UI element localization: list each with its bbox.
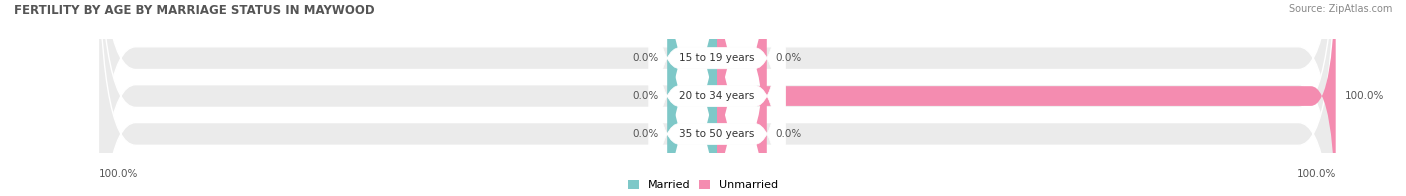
FancyBboxPatch shape	[668, 0, 717, 196]
FancyBboxPatch shape	[717, 0, 766, 196]
FancyBboxPatch shape	[650, 0, 785, 196]
Text: 0.0%: 0.0%	[633, 91, 658, 101]
FancyBboxPatch shape	[98, 0, 1336, 196]
FancyBboxPatch shape	[717, 0, 1336, 196]
Text: 35 to 50 years: 35 to 50 years	[679, 129, 755, 139]
FancyBboxPatch shape	[668, 0, 717, 196]
Text: Source: ZipAtlas.com: Source: ZipAtlas.com	[1288, 4, 1392, 14]
Text: 0.0%: 0.0%	[633, 53, 658, 63]
Text: 0.0%: 0.0%	[776, 53, 801, 63]
FancyBboxPatch shape	[717, 0, 766, 196]
Text: 0.0%: 0.0%	[633, 129, 658, 139]
Text: FERTILITY BY AGE BY MARRIAGE STATUS IN MAYWOOD: FERTILITY BY AGE BY MARRIAGE STATUS IN M…	[14, 4, 374, 17]
Legend: Married, Unmarried: Married, Unmarried	[627, 180, 779, 191]
FancyBboxPatch shape	[650, 0, 785, 196]
FancyBboxPatch shape	[98, 0, 1336, 196]
Text: 100.0%: 100.0%	[98, 169, 138, 179]
FancyBboxPatch shape	[668, 0, 717, 196]
FancyBboxPatch shape	[650, 0, 785, 196]
FancyBboxPatch shape	[98, 0, 1336, 196]
Text: 20 to 34 years: 20 to 34 years	[679, 91, 755, 101]
Text: 100.0%: 100.0%	[1296, 169, 1336, 179]
Text: 0.0%: 0.0%	[776, 129, 801, 139]
Text: 100.0%: 100.0%	[1346, 91, 1385, 101]
Text: 15 to 19 years: 15 to 19 years	[679, 53, 755, 63]
